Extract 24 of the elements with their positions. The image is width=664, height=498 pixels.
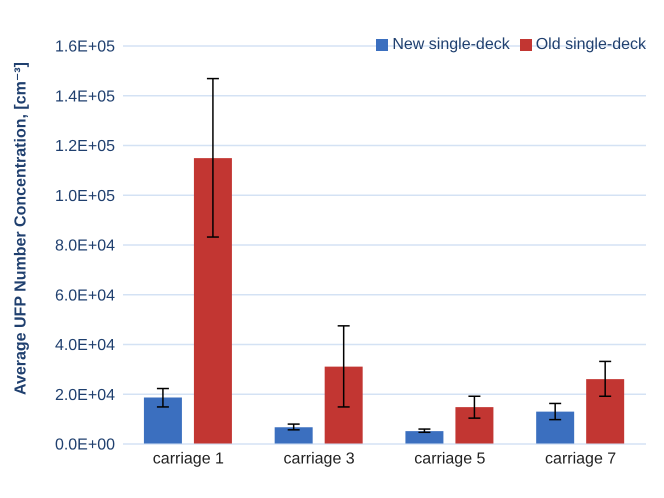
y-tick-label: 0.0E+00 xyxy=(54,436,116,454)
x-tick-label: carriage 5 xyxy=(414,450,486,468)
y-tick-label: 6.0E+04 xyxy=(54,287,116,304)
x-tick-label: carriage 1 xyxy=(152,450,224,468)
y-tick-label: 1.6E+05 xyxy=(54,38,116,56)
bar xyxy=(144,397,182,444)
y-tick-label: 4.0E+04 xyxy=(54,337,116,354)
y-tick-label: 8.0E+04 xyxy=(54,238,116,255)
y-axis-title: Average UFP Number Concentration, [cm⁻³] xyxy=(12,62,30,395)
y-tick-label: 1.0E+05 xyxy=(54,188,116,205)
y-tick-label: 1.2E+05 xyxy=(54,138,116,156)
legend-label: New single-deck xyxy=(392,36,510,53)
bar xyxy=(274,427,313,444)
bar xyxy=(405,431,444,444)
bar xyxy=(324,366,363,444)
x-tick-label: carriage 3 xyxy=(284,450,355,468)
bar xyxy=(536,412,574,444)
bar xyxy=(194,158,232,444)
legend-label: Old single-deck xyxy=(536,36,646,53)
y-tick-label: 2.0E+04 xyxy=(54,386,116,404)
y-tick-label: 1.4E+05 xyxy=(54,88,116,106)
bar xyxy=(586,379,624,444)
x-tick-label: carriage 7 xyxy=(545,450,616,468)
bar xyxy=(455,407,494,444)
